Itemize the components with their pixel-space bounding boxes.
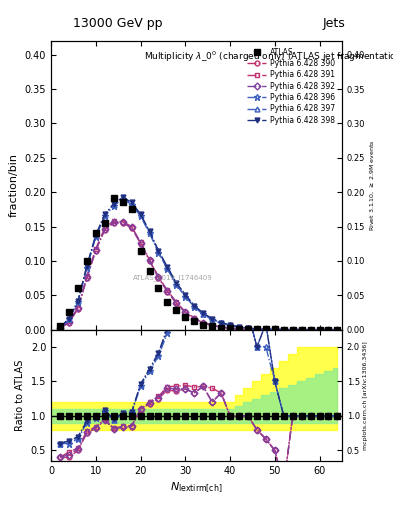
Y-axis label: Ratio to ATLAS: Ratio to ATLAS [15, 359, 25, 431]
X-axis label: $N_{\mathrm{\mathsf{lextirm[ch]}}}$: $N_{\mathrm{\mathsf{lextirm[ch]}}}$ [170, 481, 223, 496]
Text: Jets: Jets [323, 16, 346, 30]
Text: 13000 GeV pp: 13000 GeV pp [73, 16, 163, 30]
Y-axis label: Rivet 3.1.10, $\geq$ 2.9M events: Rivet 3.1.10, $\geq$ 2.9M events [368, 139, 376, 231]
Y-axis label: mcplots.cern.ch [arXiv:1306.3436]: mcplots.cern.ch [arXiv:1306.3436] [363, 341, 368, 450]
Y-axis label: fraction/bin: fraction/bin [9, 153, 19, 217]
Text: Multiplicity $\lambda\_0^0$ (charged only) (ATLAS jet fragmentation): Multiplicity $\lambda\_0^0$ (charged onl… [144, 50, 393, 64]
Legend: ATLAS, Pythia 6.428 390, Pythia 6.428 391, Pythia 6.428 392, Pythia 6.428 396, P: ATLAS, Pythia 6.428 390, Pythia 6.428 39… [244, 45, 338, 127]
Text: ATLAS_2019_I1746409: ATLAS_2019_I1746409 [133, 274, 213, 281]
